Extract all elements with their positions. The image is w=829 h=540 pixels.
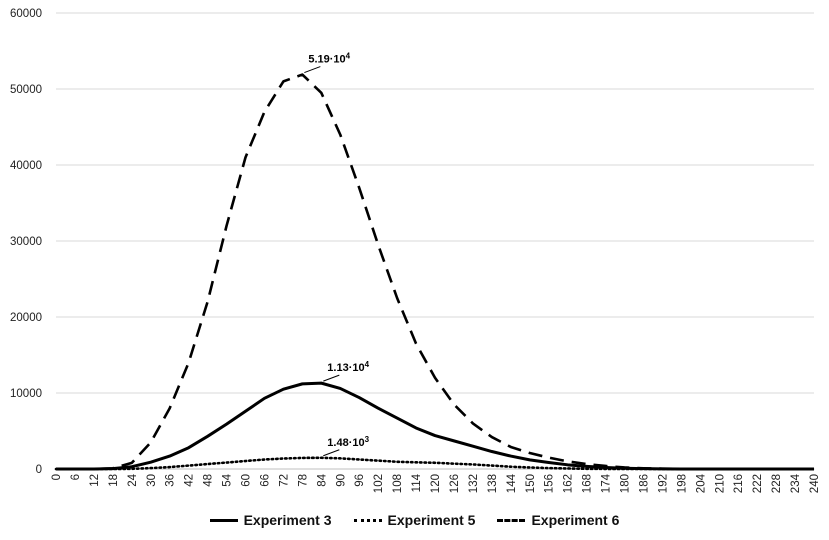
annotation-leader — [323, 374, 340, 382]
annotation-leader — [323, 449, 340, 457]
y-tick-label: 10000 — [10, 388, 42, 400]
annotation-label: 1.48·103 — [327, 435, 369, 449]
x-tick-label: 132 — [468, 474, 480, 493]
annotation-label: 5.19·104 — [308, 52, 350, 66]
x-tick-label: 24 — [127, 473, 139, 486]
legend-swatch-dashed — [497, 518, 526, 522]
peak-annotations: 5.19·104 1.13·104 1.48·103 — [304, 52, 370, 457]
x-tick-label: 180 — [620, 474, 632, 493]
x-tick-label: 36 — [165, 474, 177, 487]
x-tick-label: 144 — [506, 473, 518, 493]
x-tick-label: 96 — [354, 474, 366, 487]
x-tick-label: 72 — [278, 474, 290, 487]
y-tick-label: 30000 — [10, 236, 42, 248]
x-tick-label: 222 — [752, 474, 764, 493]
legend-swatch-dotted — [353, 518, 382, 522]
x-tick-label: 0 — [51, 474, 63, 480]
x-tick-label: 30 — [146, 474, 158, 487]
x-tick-label: 162 — [563, 474, 575, 493]
x-tick-label: 168 — [582, 474, 594, 493]
series-line-experiment-6 — [56, 73, 814, 471]
legend-item-experiment-6: Experiment 6 — [497, 512, 619, 528]
legend: Experiment 3 Experiment 5 Experiment 6 — [0, 508, 829, 532]
x-tick-label: 240 — [809, 474, 821, 493]
x-tick-label: 192 — [657, 474, 669, 493]
x-tick-label: 54 — [222, 473, 234, 486]
y-tick-label: 40000 — [10, 160, 42, 172]
x-tick-label: 204 — [695, 473, 707, 493]
x-tick-label: 174 — [601, 473, 613, 493]
y-axis-ticks: 0 10000 20000 30000 40000 50000 60000 — [10, 8, 42, 476]
y-tick-label: 60000 — [10, 8, 42, 20]
series-line-experiment-3 — [56, 381, 814, 471]
x-tick-label: 114 — [411, 473, 423, 492]
x-tick-label: 102 — [373, 474, 385, 493]
legend-swatch-solid — [209, 518, 238, 522]
series-line-experiment-5 — [54, 456, 816, 471]
legend-label: Experiment 3 — [243, 512, 332, 528]
x-tick-label: 216 — [733, 474, 745, 493]
x-tick-label: 12 — [89, 474, 101, 487]
x-tick-label: 186 — [638, 474, 650, 493]
line-chart: 0 10000 20000 30000 40000 50000 60000 0 6 12 18 24… — [10, 8, 821, 493]
x-tick-label: 234 — [790, 473, 802, 493]
annotation-leader — [304, 66, 321, 74]
x-tick-label: 108 — [392, 474, 404, 493]
x-tick-label: 150 — [525, 474, 537, 493]
x-tick-label: 60 — [241, 474, 253, 487]
x-tick-label: 84 — [316, 473, 328, 486]
y-tick-label: 20000 — [10, 312, 42, 324]
series-lines — [54, 73, 816, 471]
x-tick-label: 18 — [108, 474, 120, 487]
legend-label: Experiment 6 — [531, 512, 620, 528]
y-tick-label: 0 — [36, 464, 42, 476]
x-tick-label: 126 — [449, 474, 461, 493]
x-tick-label: 78 — [297, 474, 309, 487]
gridlines — [56, 12, 814, 394]
x-axis-ticks: 0 6 12 18 24 30 36 42 48 54 60 66 72 78 84 90 96 102 108 11… — [51, 473, 821, 493]
legend-label: Experiment 5 — [387, 512, 476, 528]
x-tick-label: 228 — [771, 474, 783, 493]
legend-item-experiment-3: Experiment 3 — [209, 512, 332, 528]
x-tick-label: 48 — [203, 474, 215, 487]
x-tick-label: 66 — [259, 474, 271, 487]
x-tick-label: 90 — [335, 474, 347, 487]
annotation-label: 1.13·104 — [327, 360, 369, 374]
y-tick-label: 50000 — [10, 84, 42, 96]
x-tick-label: 42 — [184, 474, 196, 487]
x-tick-label: 138 — [487, 474, 499, 493]
x-tick-label: 210 — [714, 474, 726, 493]
x-tick-label: 198 — [676, 474, 688, 493]
x-tick-label: 120 — [430, 474, 442, 493]
x-tick-label: 156 — [544, 474, 556, 493]
x-tick-label: 6 — [70, 474, 82, 480]
legend-item-experiment-5: Experiment 5 — [353, 512, 476, 528]
